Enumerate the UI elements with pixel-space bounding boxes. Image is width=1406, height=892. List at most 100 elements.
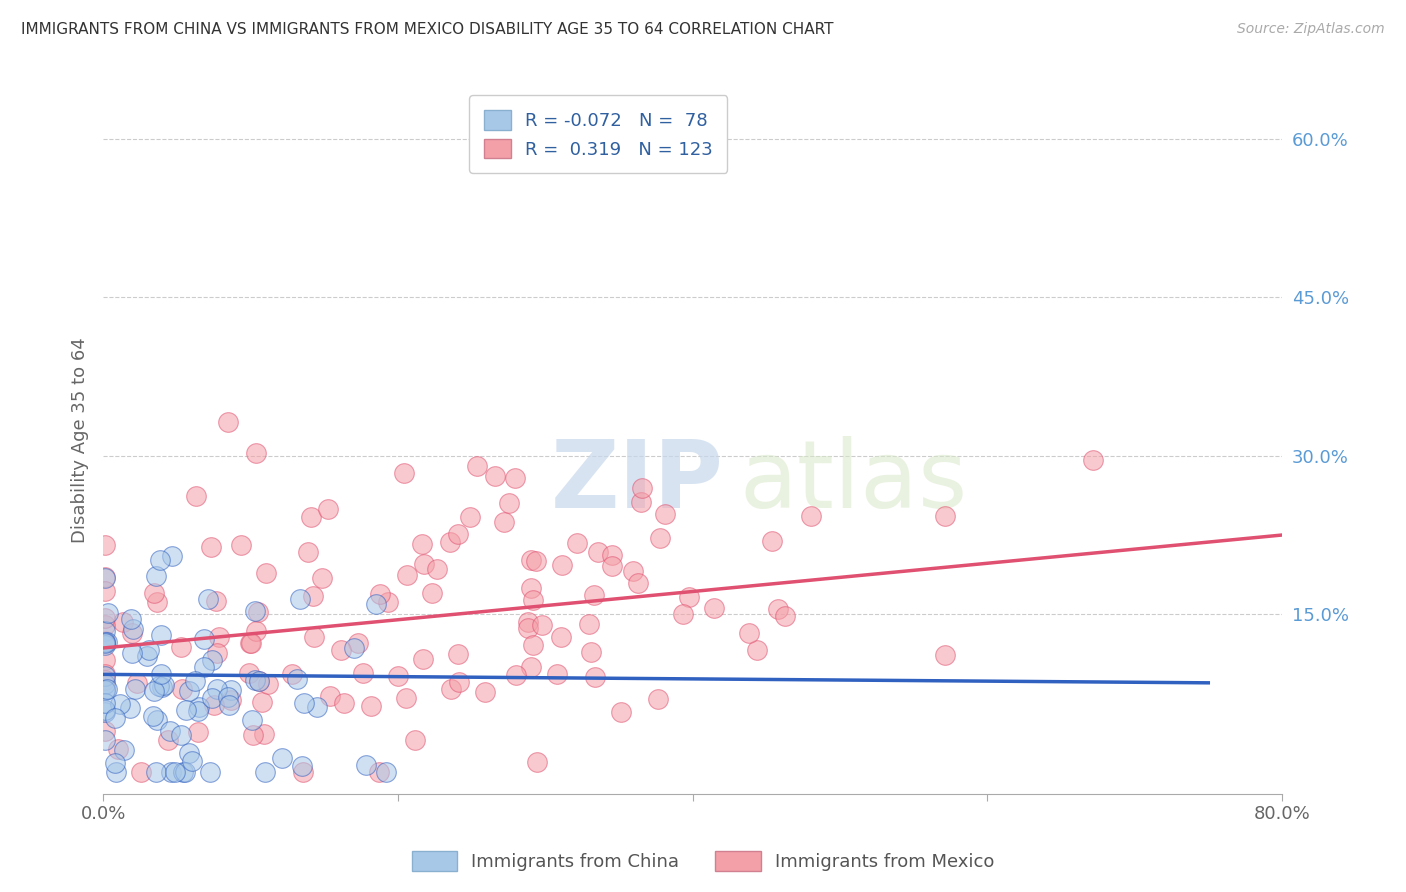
Point	[124, 681, 146, 696]
Point	[93, 702, 115, 716]
Point	[93, 669, 115, 683]
Point	[229, 538, 252, 552]
Point	[245, 624, 267, 639]
Point	[531, 618, 554, 632]
Point	[217, 415, 239, 429]
Point	[332, 696, 354, 710]
Point	[97, 607, 120, 621]
Point	[247, 674, 270, 689]
Point	[240, 636, 263, 650]
Point	[703, 601, 725, 615]
Point	[426, 562, 449, 576]
Point	[120, 612, 142, 626]
Point	[93, 633, 115, 648]
Point	[247, 606, 270, 620]
Point	[104, 756, 127, 771]
Point	[503, 471, 526, 485]
Point	[239, 636, 262, 650]
Point	[610, 706, 633, 720]
Point	[672, 607, 695, 621]
Point	[316, 502, 339, 516]
Point	[654, 507, 676, 521]
Point	[179, 747, 201, 761]
Point	[420, 586, 443, 600]
Point	[217, 690, 239, 705]
Point	[159, 764, 181, 779]
Point	[250, 694, 273, 708]
Point	[93, 732, 115, 747]
Point	[156, 733, 179, 747]
Text: ZIP: ZIP	[551, 436, 724, 528]
Point	[219, 693, 242, 707]
Point	[200, 540, 222, 554]
Point	[271, 751, 294, 765]
Point	[142, 586, 165, 600]
Point	[551, 558, 574, 572]
Point	[208, 631, 231, 645]
Point	[104, 711, 127, 725]
Point	[205, 681, 228, 696]
Point	[172, 764, 194, 779]
Point	[374, 764, 396, 779]
Point	[581, 645, 603, 659]
Point	[118, 701, 141, 715]
Text: IMMIGRANTS FROM CHINA VS IMMIGRANTS FROM MEXICO DISABILITY AGE 35 TO 64 CORRELAT: IMMIGRANTS FROM CHINA VS IMMIGRANTS FROM…	[21, 22, 834, 37]
Point	[112, 742, 135, 756]
Point	[285, 672, 308, 686]
Point	[93, 624, 115, 638]
Point	[111, 615, 134, 629]
Point	[253, 727, 276, 741]
Legend: Immigrants from China, Immigrants from Mexico: Immigrants from China, Immigrants from M…	[405, 844, 1001, 879]
Point	[800, 508, 823, 523]
Text: atlas: atlas	[740, 436, 967, 528]
Point	[630, 481, 652, 495]
Point	[311, 571, 333, 585]
Point	[484, 468, 506, 483]
Point	[294, 696, 316, 710]
Point	[447, 526, 470, 541]
Point	[110, 698, 132, 712]
Point	[578, 617, 600, 632]
Point	[404, 732, 426, 747]
Point	[218, 698, 240, 713]
Point	[413, 557, 436, 571]
Point	[187, 699, 209, 714]
Point	[93, 635, 115, 649]
Point	[145, 764, 167, 779]
Point	[738, 626, 761, 640]
Point	[93, 653, 115, 667]
Point	[627, 576, 650, 591]
Point	[93, 682, 115, 697]
Point	[240, 713, 263, 727]
Point	[465, 459, 488, 474]
Point	[505, 668, 527, 682]
Point	[360, 699, 382, 714]
Point	[146, 595, 169, 609]
Point	[93, 724, 115, 739]
Point	[256, 677, 278, 691]
Point	[162, 549, 184, 563]
Point	[184, 490, 207, 504]
Point	[318, 689, 340, 703]
Point	[522, 638, 544, 652]
Point	[526, 755, 548, 769]
Point	[149, 553, 172, 567]
Point	[520, 660, 543, 674]
Point	[93, 571, 115, 585]
Point	[520, 553, 543, 567]
Point	[149, 628, 172, 642]
Point	[121, 646, 143, 660]
Point	[546, 667, 568, 681]
Point	[647, 692, 669, 706]
Point	[93, 682, 115, 697]
Point	[254, 764, 277, 779]
Point	[775, 608, 797, 623]
Point	[174, 703, 197, 717]
Point	[582, 588, 605, 602]
Point	[170, 681, 193, 696]
Point	[93, 611, 115, 625]
Point	[152, 681, 174, 695]
Point	[524, 554, 547, 568]
Point	[180, 754, 202, 768]
Point	[302, 589, 325, 603]
